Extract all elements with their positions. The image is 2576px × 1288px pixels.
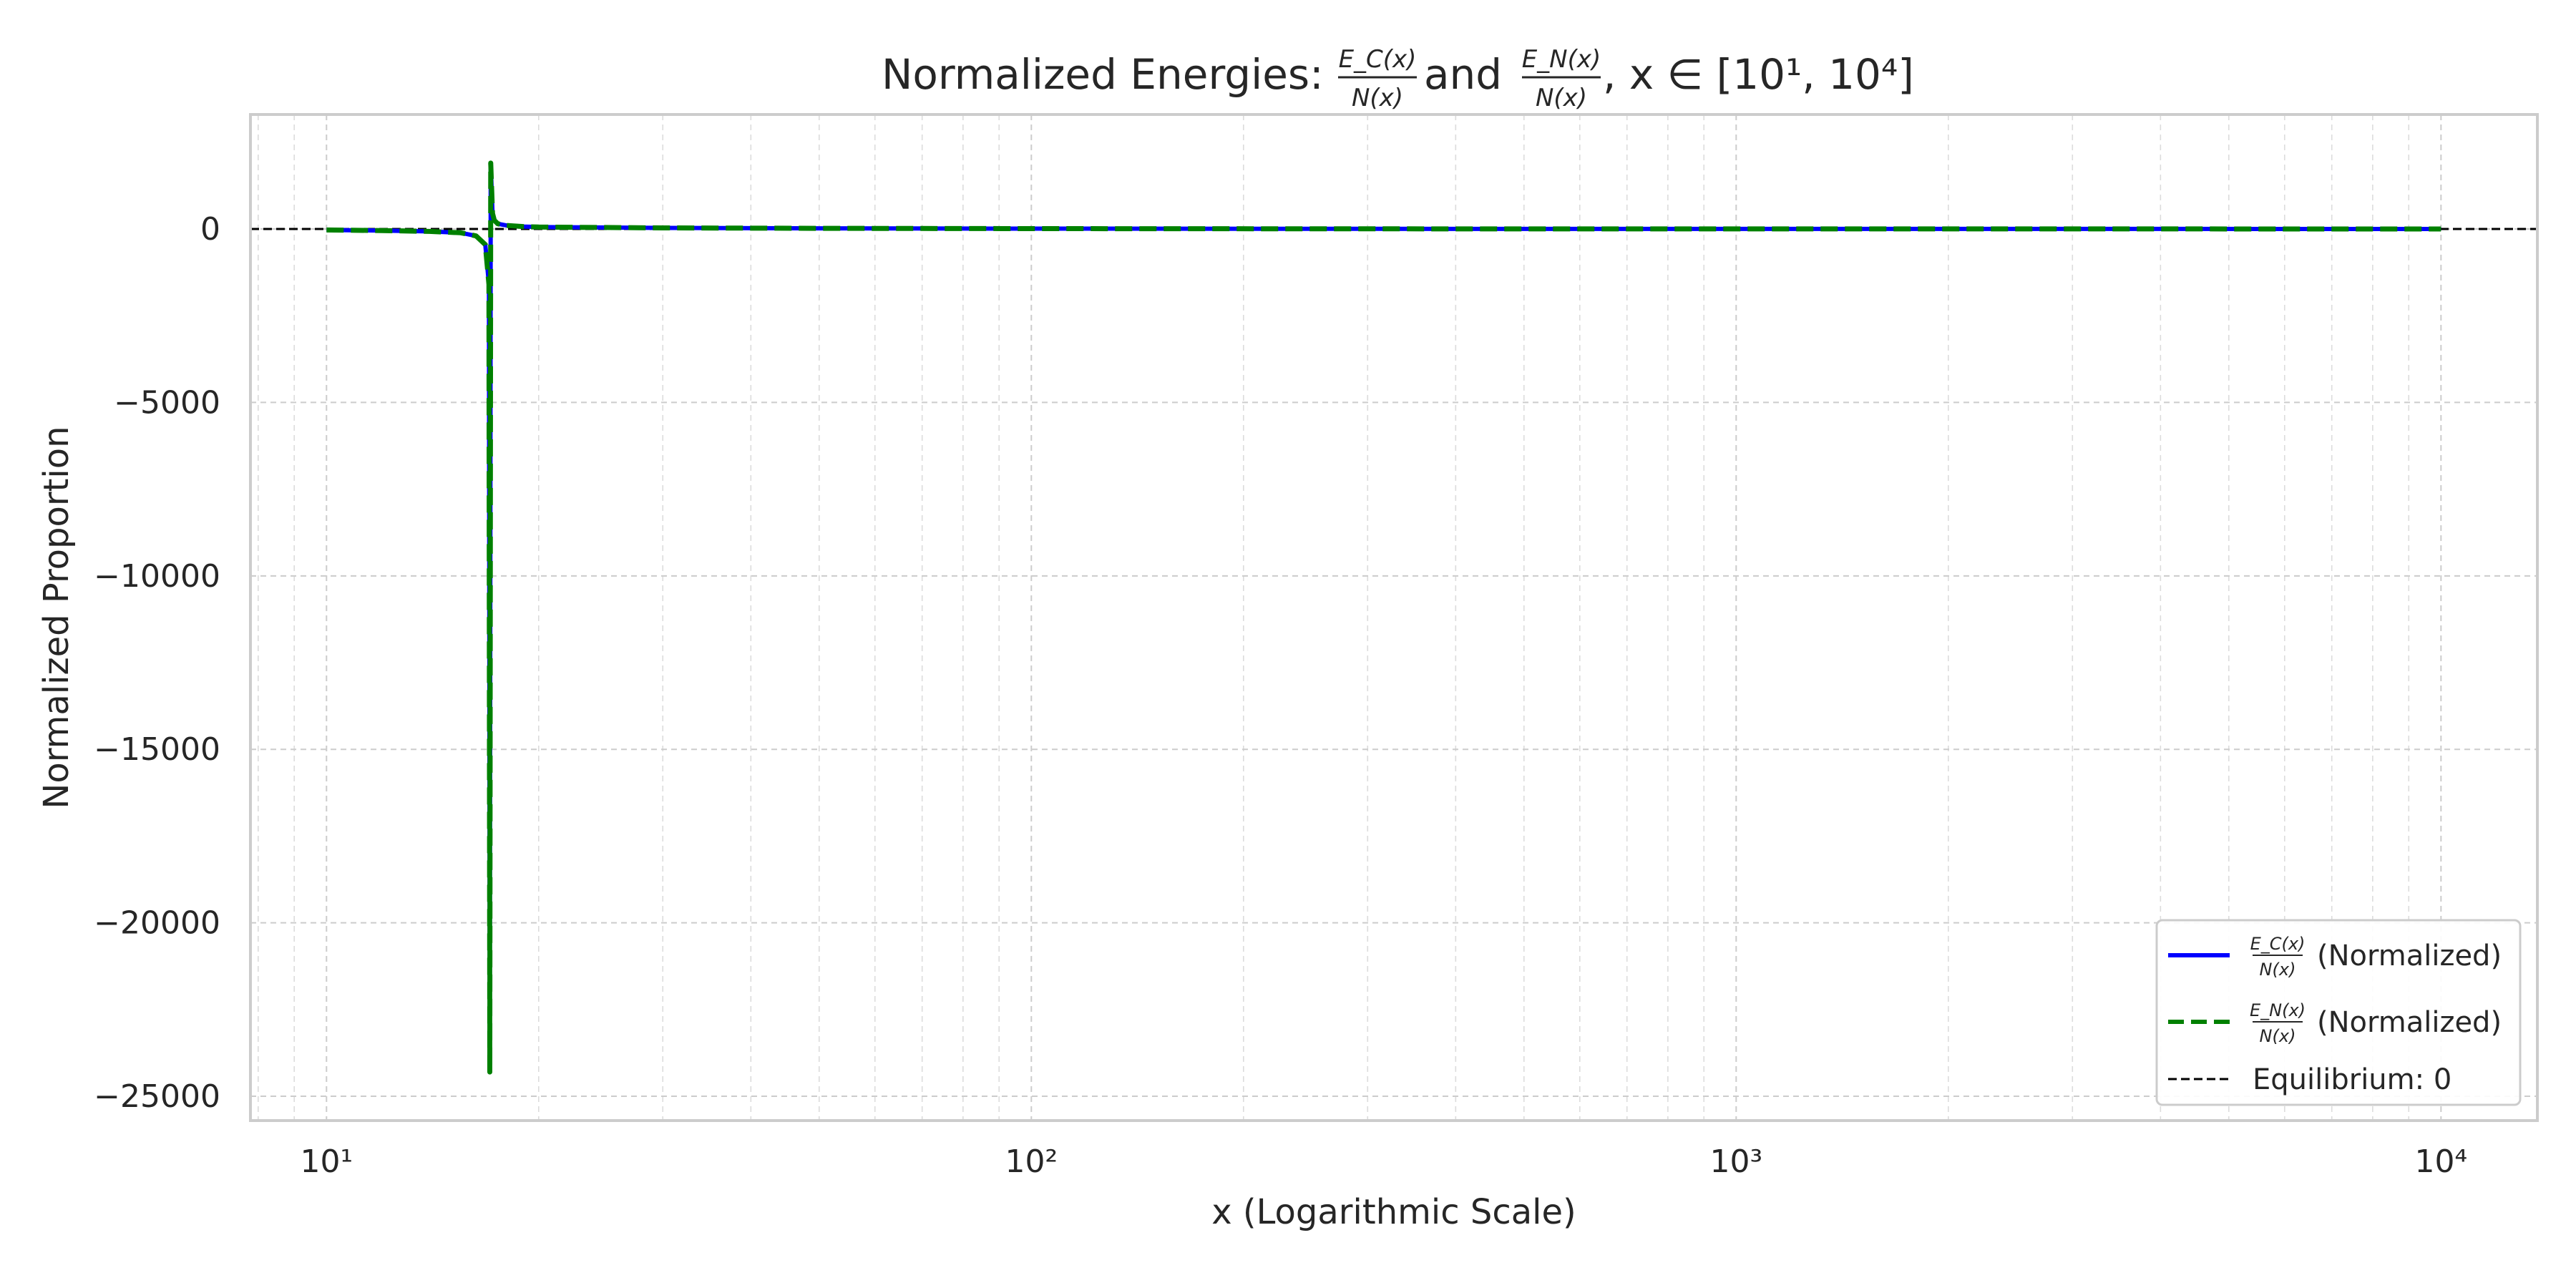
y-axis-label: Normalized Proportion xyxy=(36,426,77,809)
legend-item-series-2: E_N(x) N(x) (Normalized) xyxy=(2168,1000,2502,1046)
plot-frame xyxy=(249,113,2539,1122)
x-tick-label: 10² xyxy=(1005,1143,1058,1180)
legend-equilibrium-label: Equilibrium: 0 xyxy=(2253,1063,2451,1096)
legend-item-equilibrium: Equilibrium: 0 xyxy=(2168,1063,2451,1096)
y-tick-label: −15000 xyxy=(94,731,220,768)
title-frac1-numerator: E_C(x) xyxy=(1339,45,1417,74)
y-tick-labels: 0 −5000 −10000 −15000 −20000 −25000 xyxy=(94,211,220,1115)
title-frac2-denominator: N(x) xyxy=(1536,84,1587,112)
x-tick-label: 10⁴ xyxy=(2415,1143,2468,1180)
title-frac1-denominator: N(x) xyxy=(1352,84,1403,112)
title-suffix: , x ∈ [10¹, 10⁴] xyxy=(1603,50,1914,99)
y-tick-label: −10000 xyxy=(94,558,220,595)
title-frac2-numerator: E_N(x) xyxy=(1522,45,1601,74)
y-tick-label: 0 xyxy=(200,211,220,248)
x-tick-labels: 10¹ 10² 10³ 10⁴ xyxy=(300,1143,2467,1180)
x-tick-label: 10¹ xyxy=(300,1143,353,1180)
x-tick-label: 10³ xyxy=(1709,1143,1762,1180)
y-tick-label: −5000 xyxy=(114,384,220,421)
series-line-2 xyxy=(326,160,2441,1075)
legend-series-1-numerator: E_C(x) xyxy=(2250,934,2306,954)
legend-series-1-suffix: (Normalized) xyxy=(2317,940,2502,972)
y-tick-label: −20000 xyxy=(94,905,220,942)
legend-series-1-denominator: N(x) xyxy=(2260,960,2296,980)
title-prefix: Normalized Energies: xyxy=(882,50,1324,99)
legend-series-2-denominator: N(x) xyxy=(2260,1026,2296,1046)
legend-item-series-1: E_C(x) N(x) (Normalized) xyxy=(2168,934,2502,980)
grid xyxy=(250,114,2537,1121)
title-join: and xyxy=(1424,50,1502,99)
legend: E_C(x) N(x) (Normalized) E_N(x) N(x) (No… xyxy=(2155,919,2522,1106)
y-tick-label: −25000 xyxy=(94,1078,220,1115)
x-axis-label: x (Logarithmic Scale) xyxy=(1211,1192,1576,1232)
legend-series-2-numerator: E_N(x) xyxy=(2250,1000,2306,1020)
legend-frame xyxy=(2155,919,2522,1106)
legend-series-2-suffix: (Normalized) xyxy=(2317,1006,2502,1039)
chart-title: Normalized Energies: E_C(x) N(x) and E_N… xyxy=(882,45,1914,112)
series-layer xyxy=(326,160,2441,1075)
